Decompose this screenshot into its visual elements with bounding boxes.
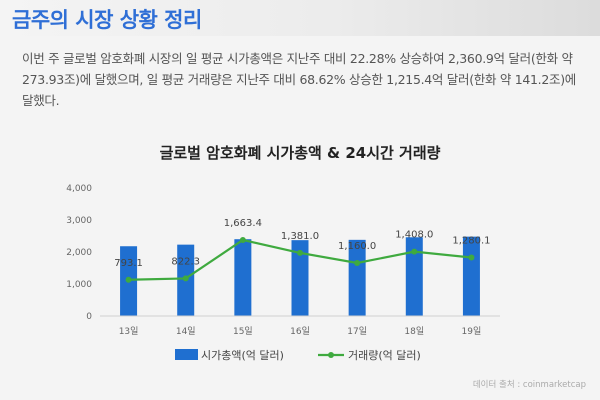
- legend-bar-swatch: [175, 349, 198, 360]
- data-label: 1,663.4: [224, 218, 262, 229]
- y-tick-label: 1,000: [66, 280, 92, 290]
- line-point: [468, 254, 475, 261]
- x-tick-label: 14일: [176, 326, 196, 337]
- y-axis: 0 1,000 2,000 3,000 4,000: [66, 184, 92, 322]
- data-label: 822.3: [171, 256, 200, 267]
- x-tick-label: 15일: [233, 326, 253, 337]
- legend-label: 시가총액(억 달러): [201, 349, 284, 362]
- y-tick-label: 3,000: [66, 216, 92, 226]
- legend-label: 거래량(억 달러): [348, 349, 421, 362]
- y-tick-label: 0: [86, 312, 92, 322]
- line-point: [354, 259, 361, 266]
- data-label: 1,381.0: [281, 231, 319, 242]
- y-tick-label: 4,000: [66, 184, 92, 194]
- line-point: [297, 249, 303, 256]
- bar-series: [120, 236, 480, 316]
- x-axis: 13일 14일 15일 16일 17일 18일 19일: [100, 315, 500, 337]
- source-note: 데이터 출처 : coinmarketcap: [472, 380, 586, 390]
- header-bar: [0, 0, 600, 36]
- page-title: 금주의 시장 상황 정리: [12, 8, 202, 32]
- x-tick-label: 17일: [347, 326, 367, 337]
- bar: [348, 239, 366, 316]
- data-label: 1,280.1: [452, 236, 490, 247]
- data-label: 793.1: [114, 258, 143, 269]
- legend-line-marker: [328, 352, 334, 358]
- y-tick-label: 2,000: [66, 248, 92, 258]
- line-point: [182, 275, 189, 282]
- x-tick-label: 19일: [462, 326, 482, 337]
- data-label: 1,408.0: [395, 230, 433, 241]
- line-point: [411, 248, 418, 255]
- x-tick-label: 16일: [290, 326, 310, 337]
- bar: [291, 240, 309, 316]
- bar: [405, 237, 423, 316]
- legend: 시가총액(억 달러) 거래량(억 달러): [175, 349, 421, 362]
- chart-title: 글로벌 암호화폐 시가총액 & 24시간 거래량: [159, 144, 441, 162]
- x-tick-label: 13일: [119, 326, 139, 337]
- bar: [462, 236, 480, 316]
- line-point: [125, 276, 132, 283]
- data-label: 1,160.0: [338, 241, 376, 252]
- summary-text: 이번 주 글로벌 암호화폐 시장의 일 평균 시가총액은 지난주 대비 22.2…: [22, 51, 576, 108]
- x-tick-label: 18일: [404, 326, 424, 337]
- bar: [234, 239, 252, 316]
- line-point: [239, 236, 246, 243]
- line-series: 793.1 822.3 1,663.4 1,381.0 1,160.0 1,408.0 1,…: [114, 218, 491, 283]
